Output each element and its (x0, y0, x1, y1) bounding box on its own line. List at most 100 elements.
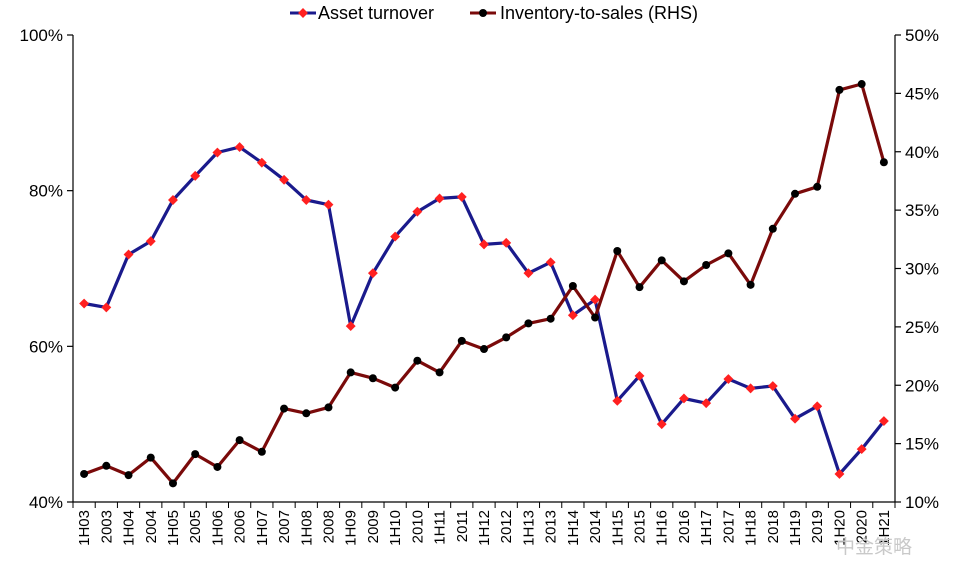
right-tick-label: 10% (905, 493, 939, 512)
x-tick-label: 2004 (143, 510, 160, 543)
data-point (391, 383, 400, 392)
data-point (635, 283, 644, 292)
data-point (279, 174, 290, 185)
data-point (813, 182, 822, 191)
data-point (590, 294, 601, 305)
data-point (390, 231, 401, 242)
data-point (746, 280, 755, 289)
data-point (479, 239, 489, 250)
data-point (657, 256, 666, 265)
data-point (102, 461, 111, 470)
legend-marker-1 (298, 8, 308, 18)
data-point (634, 370, 645, 381)
data-point (591, 313, 600, 322)
x-tick-label: 1H17 (698, 510, 715, 546)
x-tick-label: 1H05 (165, 510, 182, 546)
data-point (567, 310, 578, 321)
data-point (545, 257, 556, 268)
data-point (857, 80, 866, 89)
x-tick-label: 2006 (232, 510, 249, 543)
data-point (301, 195, 312, 205)
x-tick-label: 1H15 (609, 510, 626, 546)
data-point (879, 158, 888, 167)
data-point (124, 471, 133, 480)
data-point (168, 479, 177, 488)
data-point (523, 268, 534, 279)
x-tick-label: 1H20 (831, 510, 848, 546)
data-point (101, 302, 112, 313)
data-point (501, 237, 512, 248)
x-tick-label: 2015 (632, 510, 649, 543)
data-point (812, 401, 823, 412)
data-point (302, 409, 311, 418)
data-point (213, 462, 222, 471)
data-point (724, 249, 733, 258)
data-point (212, 147, 223, 158)
data-point (190, 170, 201, 181)
data-point (457, 336, 466, 345)
data-point (679, 277, 688, 286)
x-tick-label: 1H12 (476, 510, 493, 546)
data-point (613, 246, 622, 255)
x-tick-label: 2009 (365, 510, 382, 543)
x-tick-label: 2008 (320, 510, 337, 543)
data-point (323, 199, 334, 210)
x-tick-label: 1H04 (121, 510, 138, 546)
x-tick-label: 1H08 (298, 510, 315, 546)
legend: Asset turnover Inventory-to-sales (RHS) (290, 3, 698, 23)
data-point (191, 450, 200, 459)
data-point (701, 398, 712, 409)
x-tick-label: 2010 (409, 510, 426, 543)
data-point (257, 447, 266, 456)
data-point (546, 314, 555, 323)
data-point (878, 416, 889, 427)
data-point (723, 374, 734, 384)
x-tick-label: 1H03 (76, 510, 93, 546)
x-tick-label: 1H21 (876, 510, 893, 546)
legend-label-1: Asset turnover (318, 3, 434, 23)
x-tick-label: 1H07 (254, 510, 271, 546)
data-point (413, 356, 422, 365)
x-tick-label: 2016 (676, 510, 693, 543)
right-tick-label: 40% (905, 143, 939, 162)
x-tick-label: 1H13 (520, 510, 537, 546)
watermark: 中金策略 (836, 536, 912, 558)
left-tick-label: 80% (29, 182, 63, 201)
x-tick-label: 2019 (809, 510, 826, 543)
data-point (612, 395, 623, 406)
x-tick-label: 1H14 (565, 510, 582, 546)
x-tick-label: 1H18 (743, 510, 760, 546)
x-tick-label: 1H10 (387, 510, 404, 546)
x-tick-label: 2011 (454, 510, 471, 542)
data-point (745, 383, 756, 394)
data-point (790, 413, 800, 424)
x-tick-label: 1H06 (209, 510, 226, 546)
x-tick-label: 1H11 (432, 510, 449, 545)
right-tick-label: 30% (905, 260, 939, 279)
x-tick-label: 2007 (276, 510, 293, 543)
data-point (456, 191, 467, 202)
data-point (146, 453, 155, 462)
data-point (324, 403, 333, 412)
x-tick-label: 2005 (187, 510, 204, 543)
data-point (123, 249, 134, 260)
x-tick-label: 1H09 (343, 510, 360, 546)
left-tick-label: 100% (20, 26, 63, 45)
legend-marker-2 (479, 9, 487, 17)
data-point (834, 469, 845, 479)
data-point (368, 374, 377, 383)
data-point (524, 319, 533, 328)
right-tick-label: 15% (905, 435, 939, 454)
series-line-2 (83, 82, 886, 485)
x-tick-label: 2013 (543, 510, 560, 543)
data-point (791, 189, 800, 198)
data-point (480, 345, 488, 354)
data-point (767, 381, 778, 391)
data-point (346, 368, 355, 377)
x-tick-label: 2018 (765, 510, 782, 543)
x-tick-label: 2014 (587, 510, 604, 543)
x-tick-label: 1H19 (787, 510, 804, 546)
left-tick-label: 60% (29, 337, 63, 356)
data-point (835, 85, 844, 94)
data-point (856, 444, 867, 455)
